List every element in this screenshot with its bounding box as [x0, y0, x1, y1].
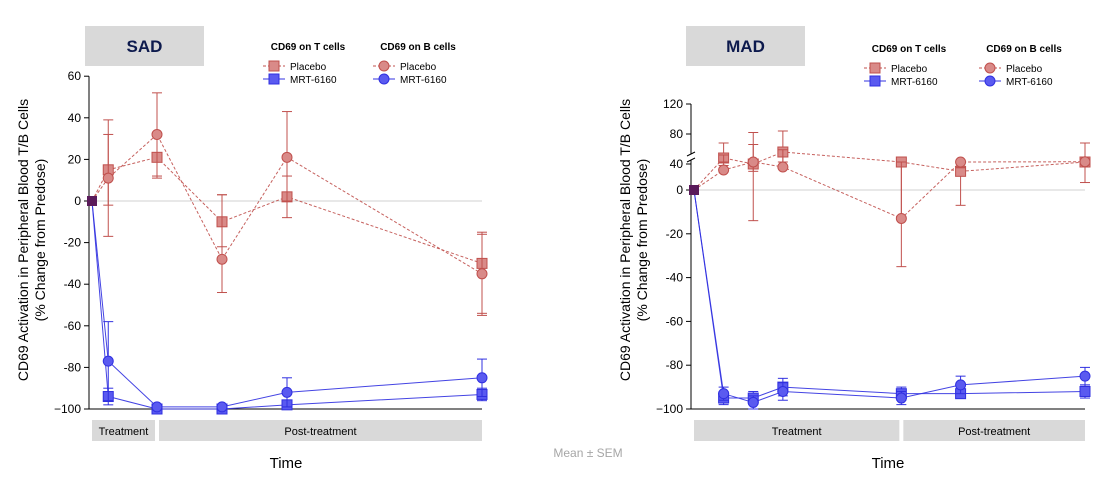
y-tick-label: -40 [666, 271, 684, 285]
phase-label: Post-treatment [284, 426, 356, 438]
data-point-circle [151, 128, 163, 140]
y-axis-label-line: CD69 Activation in Peripheral Blood T/B … [15, 99, 31, 381]
data-point-circle [955, 156, 967, 168]
data-point-circle [102, 355, 114, 367]
y-tick-label: 60 [68, 69, 82, 83]
legend-group-title: CD69 on B cells [380, 42, 456, 53]
y-tick-label: 120 [663, 97, 683, 111]
y-tick-label: 20 [68, 152, 82, 166]
series-line [91, 156, 483, 264]
y-tick-label: -80 [666, 358, 684, 372]
phase-label: Treatment [99, 426, 149, 438]
legend-group-title: CD69 on T cells [872, 44, 947, 55]
y-tick-label: −100 [656, 402, 683, 416]
legend-marker-square [869, 75, 881, 87]
series-line [693, 189, 1086, 399]
phase-label: Post-treatment [958, 426, 1030, 438]
legend-label: MRT-6160 [290, 75, 337, 86]
data-point-circle [476, 268, 488, 280]
legend-marker-circle [378, 60, 390, 72]
y-axis-label: CD69 Activation in Peripheral Blood T/B … [15, 99, 48, 381]
data-point-circle [747, 156, 759, 168]
series-line [693, 189, 1086, 403]
y-tick-label: -80 [64, 360, 82, 374]
data-point-circle [777, 385, 789, 397]
x-axis-label: Time [270, 455, 303, 472]
legend-marker-circle [378, 73, 390, 85]
sad-panel: SAD 60 40 20 0 -20 -40 -60 -80 −100 CD69 Activatio… [15, 26, 488, 472]
legend-marker-circle [984, 62, 996, 74]
y-axis-label-line: CD69 Activation in Peripheral Blood T/B … [617, 99, 633, 381]
phase-bar [92, 420, 155, 441]
series-line [91, 200, 483, 408]
chart-title: SAD [127, 37, 163, 56]
data-point-circle [955, 379, 967, 391]
phase-label: Treatment [772, 426, 822, 438]
phase-bar [694, 420, 900, 441]
legend-label: MRT-6160 [400, 75, 447, 86]
phase-bar [159, 420, 482, 441]
legend-marker-square [869, 62, 881, 74]
y-tick-label: 80 [670, 127, 684, 141]
data-point-circle [718, 164, 730, 176]
predose-marker [689, 185, 699, 195]
data-point-circle [1079, 156, 1091, 168]
data-point-circle [216, 401, 228, 413]
predose-marker [87, 196, 97, 206]
legend-label: Placebo [891, 64, 928, 75]
y-axis-break-mark [686, 151, 696, 157]
y-tick-label: 0 [676, 183, 683, 197]
y-tick-label: -20 [666, 227, 684, 241]
y-axis-label-line: (% Change from Predose) [634, 159, 650, 322]
y-tick-label: -60 [64, 319, 82, 333]
legend-group-title: CD69 on T cells [271, 42, 346, 53]
data-point-circle [102, 172, 114, 184]
data-point-circle [476, 372, 488, 384]
legend-marker-circle [984, 75, 996, 87]
y-tick-label: 40 [68, 111, 82, 125]
y-tick-label: 40 [670, 157, 684, 171]
y-tick-label: -40 [64, 277, 82, 291]
y-tick-label: −100 [54, 402, 81, 416]
legend-label: Placebo [1006, 64, 1043, 75]
data-point-circle [151, 401, 163, 413]
data-point-circle [747, 396, 759, 408]
legend-group-title: CD69 on B cells [986, 44, 1062, 55]
mad-panel: MAD 120 80 40 0 -20 -40 -60 -80 −100 CD69 Activati… [617, 26, 1091, 472]
data-point-circle [216, 253, 228, 265]
footnote-mean-sem: Mean ± SEM [553, 446, 622, 460]
y-axis-break-mark [686, 157, 696, 163]
y-axis-label: CD69 Activation in Peripheral Blood T/B … [617, 99, 650, 381]
y-tick-label: -20 [64, 236, 82, 250]
data-point-circle [281, 151, 293, 163]
legend-marker-square [268, 73, 280, 85]
legend-label: MRT-6160 [1006, 77, 1053, 88]
chart-title: MAD [726, 37, 765, 56]
data-point-circle [718, 388, 730, 400]
data-point-circle [895, 392, 907, 404]
chart-title-box [686, 26, 805, 66]
x-axis-label: Time [872, 455, 905, 472]
legend-label: Placebo [400, 62, 437, 73]
data-point-circle [895, 212, 907, 224]
legend-label: Placebo [290, 62, 327, 73]
data-point-square [1079, 385, 1091, 397]
y-tick-label: -60 [666, 314, 684, 328]
y-tick-label: 0 [74, 194, 81, 208]
phase-bar [903, 420, 1085, 441]
legend-label: MRT-6160 [891, 77, 938, 88]
y-axis-label-line: (% Change from Predose) [32, 159, 48, 322]
data-point-circle [1079, 370, 1091, 382]
series-line [91, 133, 483, 275]
legend-marker-square [268, 60, 280, 72]
chart-title-box [85, 26, 204, 66]
data-point-circle [281, 386, 293, 398]
data-point-circle [777, 161, 789, 173]
